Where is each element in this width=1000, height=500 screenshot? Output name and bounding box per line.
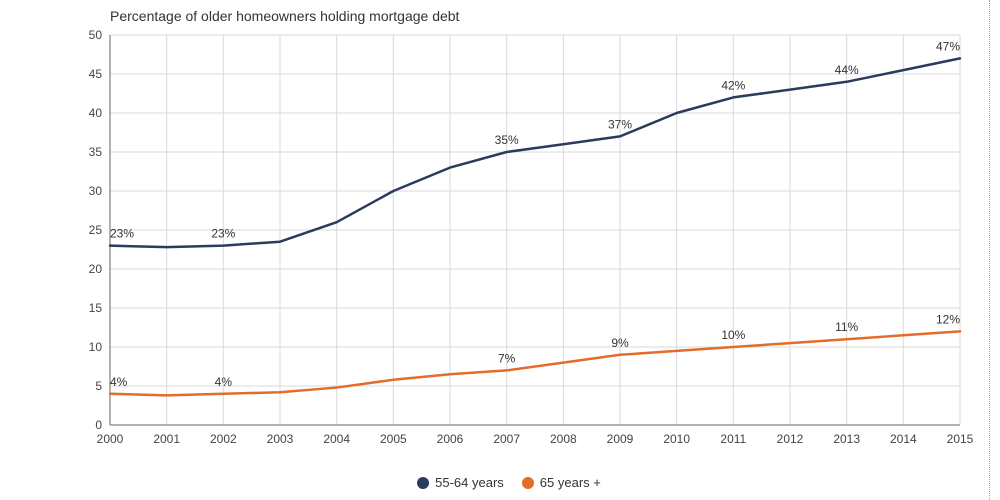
legend-label: 55-64 years <box>435 475 504 490</box>
svg-text:10%: 10% <box>721 328 745 342</box>
svg-text:11%: 11% <box>835 320 858 334</box>
svg-text:7%: 7% <box>498 351 516 365</box>
right-page-rule <box>989 0 990 500</box>
svg-text:0: 0 <box>95 418 102 432</box>
svg-text:35%: 35% <box>495 133 519 147</box>
legend: 55-64 years 65 years + <box>20 475 980 490</box>
svg-text:23%: 23% <box>211 227 235 241</box>
svg-text:2002: 2002 <box>210 432 237 446</box>
legend-marker <box>417 477 429 489</box>
svg-text:2006: 2006 <box>437 432 464 446</box>
svg-text:10: 10 <box>89 340 103 354</box>
chart-svg: 0 5 10 15 20 25 30 35 40 45 50 2000 2001 2002 2003 2004… <box>20 0 980 460</box>
svg-text:2015: 2015 <box>947 432 974 446</box>
svg-text:2012: 2012 <box>777 432 804 446</box>
page-root: Percentage of older homeowners holding m… <box>0 0 1000 500</box>
svg-text:20: 20 <box>89 262 103 276</box>
svg-text:2004: 2004 <box>323 432 350 446</box>
svg-text:2010: 2010 <box>663 432 690 446</box>
svg-text:15: 15 <box>89 301 103 315</box>
svg-text:2008: 2008 <box>550 432 577 446</box>
svg-text:40: 40 <box>89 106 103 120</box>
svg-text:2000: 2000 <box>97 432 124 446</box>
svg-text:2003: 2003 <box>267 432 294 446</box>
svg-text:35: 35 <box>89 145 103 159</box>
svg-text:44%: 44% <box>835 63 859 77</box>
svg-text:2014: 2014 <box>890 432 917 446</box>
svg-text:4%: 4% <box>110 375 128 389</box>
svg-text:30: 30 <box>89 184 103 198</box>
svg-text:2007: 2007 <box>493 432 520 446</box>
svg-text:2011: 2011 <box>720 432 746 446</box>
svg-text:2005: 2005 <box>380 432 407 446</box>
chart-container: Percentage of older homeowners holding m… <box>20 0 980 500</box>
svg-text:23%: 23% <box>110 227 134 241</box>
svg-text:4%: 4% <box>215 375 233 389</box>
svg-text:45: 45 <box>89 67 103 81</box>
svg-text:2009: 2009 <box>607 432 634 446</box>
svg-text:42%: 42% <box>721 78 745 92</box>
svg-text:2013: 2013 <box>833 432 860 446</box>
svg-text:12%: 12% <box>936 312 960 326</box>
svg-text:5: 5 <box>95 379 102 393</box>
legend-marker <box>522 477 534 489</box>
svg-text:9%: 9% <box>611 336 629 350</box>
svg-text:50: 50 <box>89 28 103 42</box>
svg-text:47%: 47% <box>936 39 960 53</box>
svg-text:2001: 2001 <box>153 432 180 446</box>
svg-text:25: 25 <box>89 223 103 237</box>
legend-label: 65 years + <box>540 475 601 490</box>
svg-text:37%: 37% <box>608 117 632 131</box>
